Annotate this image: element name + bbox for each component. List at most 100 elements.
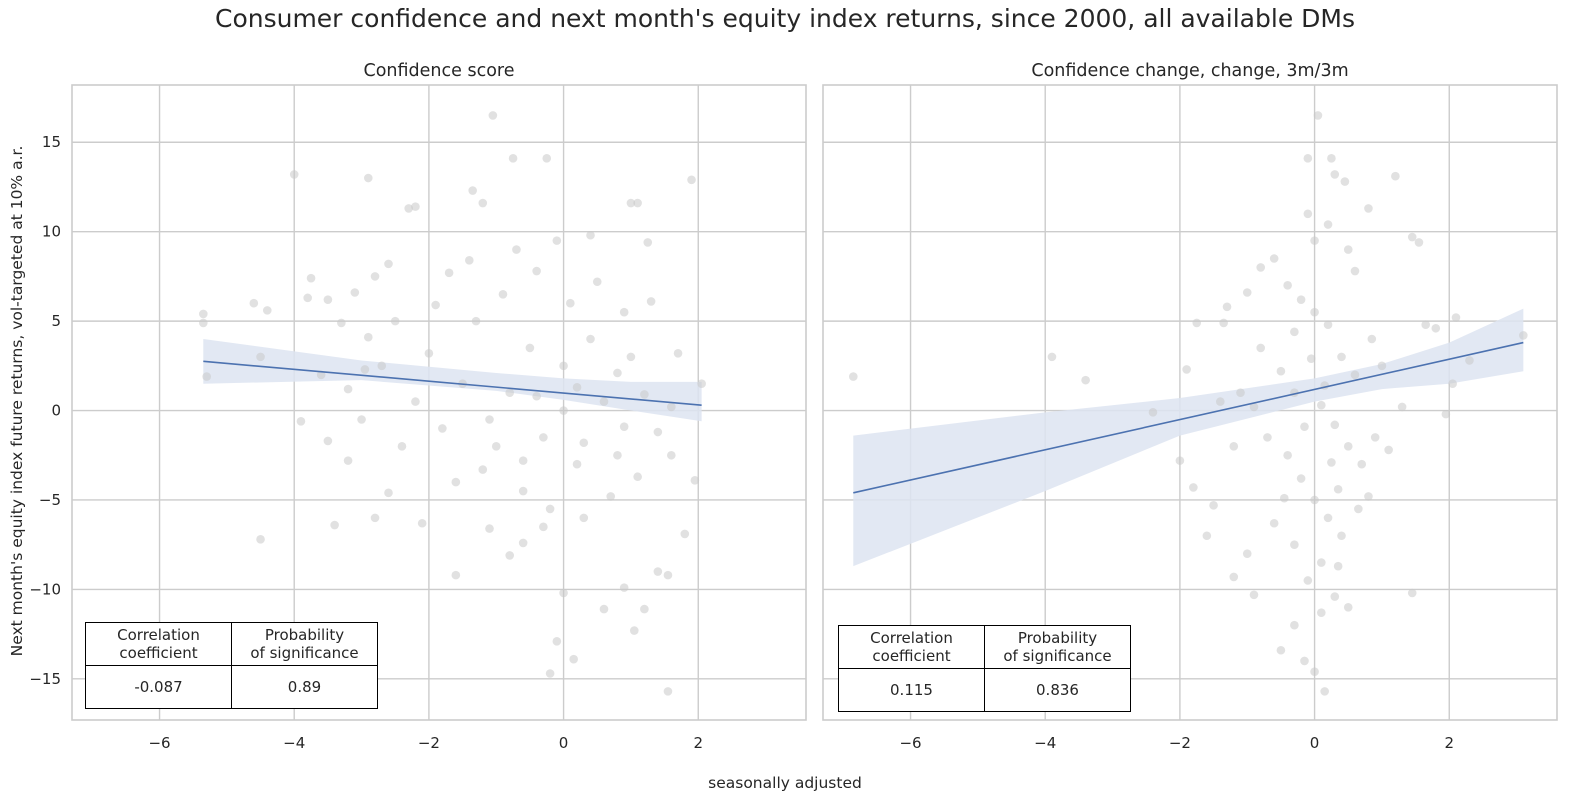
- scatter-point: [542, 154, 552, 163]
- scatter-point: [438, 424, 447, 433]
- scatter-point: [1300, 656, 1309, 666]
- scatter-point: [643, 238, 653, 247]
- scatter-point: [468, 186, 477, 195]
- scatter-point: [680, 529, 690, 539]
- x-tick-label: −6: [899, 734, 921, 752]
- scatter-point: [613, 450, 622, 460]
- scatter-point: [491, 442, 501, 451]
- scatter-point: [1290, 540, 1299, 550]
- y-tick-label: −5: [39, 491, 61, 509]
- scatter-point: [566, 298, 575, 308]
- x-tick-label: −4: [283, 734, 305, 752]
- scatter-point: [559, 361, 568, 371]
- stats-value-correlation: -0.087: [85, 665, 232, 709]
- scatter-point: [1296, 474, 1306, 483]
- scatter-point: [572, 382, 582, 392]
- scatter-point: [586, 230, 595, 240]
- scatter-point: [599, 397, 609, 406]
- scatter-point: [1330, 592, 1340, 601]
- x-tick-label: −4: [1034, 734, 1056, 752]
- scatter-point: [1333, 484, 1343, 494]
- scatter-point: [1340, 177, 1350, 186]
- regression-line: [853, 341, 1524, 494]
- scatter-point: [1047, 352, 1057, 362]
- scatter-point: [1081, 375, 1090, 385]
- scatter-point: [256, 352, 265, 362]
- scatter-point: [505, 388, 515, 397]
- scatter-point: [451, 570, 461, 580]
- scatter-point: [1202, 531, 1212, 541]
- stats-header-probability: Probability of significance: [984, 625, 1131, 669]
- scatter-point: [478, 198, 488, 208]
- scatter-point: [471, 316, 481, 326]
- x-tick-label: −6: [148, 734, 170, 752]
- scatter-point: [539, 433, 548, 442]
- scatter-point: [629, 626, 639, 635]
- scatter-point: [619, 422, 629, 431]
- stats-value-probability: 0.836: [984, 668, 1131, 712]
- confidence-band: [853, 308, 1524, 567]
- scatter-point: [1367, 334, 1377, 344]
- scatter-point: [1391, 171, 1400, 181]
- scatter-point: [289, 170, 299, 179]
- scatter-point: [1317, 558, 1326, 567]
- scatter-point: [323, 436, 333, 446]
- scatter-point: [199, 309, 208, 319]
- scatter-point: [690, 476, 700, 485]
- scatter-point: [1323, 320, 1333, 329]
- scatter-point: [592, 277, 602, 287]
- confidence-band: [203, 339, 702, 422]
- scatter-point: [417, 518, 427, 528]
- scatter-point: [1414, 238, 1424, 247]
- scatter-point: [1310, 307, 1319, 317]
- scatter-point: [370, 272, 380, 281]
- scatter-point: [337, 318, 346, 328]
- scatter-point: [505, 551, 515, 560]
- scatter-point: [1192, 318, 1202, 328]
- x-tick-label: 2: [1444, 734, 1454, 752]
- scatter-point: [559, 588, 568, 598]
- scatter-point: [1296, 295, 1306, 304]
- scatter-point: [667, 450, 676, 460]
- scatter-point: [384, 488, 393, 498]
- scatter-point: [431, 300, 440, 310]
- scatter-point: [559, 406, 568, 415]
- stats-header-correlation: Correlation coefficient: [85, 622, 232, 666]
- scatter-point: [1229, 572, 1239, 582]
- scatter-point: [451, 477, 461, 487]
- scatter-point: [640, 604, 649, 614]
- scatter-point: [1310, 667, 1319, 677]
- scatter-point: [633, 472, 642, 482]
- scatter-point: [411, 202, 420, 211]
- x-axis-label: seasonally adjusted: [708, 774, 862, 792]
- scatter-point: [512, 245, 521, 254]
- scatter-point: [619, 307, 629, 317]
- scatter-point: [1431, 323, 1441, 333]
- scatter-point: [424, 349, 434, 358]
- scatter-point: [579, 438, 589, 448]
- y-tick-label: −10: [29, 580, 61, 598]
- scatter-point: [249, 298, 259, 308]
- figure-title: Consumer confidence and next month's equ…: [214, 4, 1355, 33]
- scatter-point: [569, 654, 578, 664]
- scatter-point: [552, 236, 562, 245]
- scatter-point: [663, 570, 673, 580]
- scatter-point: [306, 273, 316, 283]
- scatter-point: [485, 524, 494, 533]
- scatter-point: [1343, 245, 1353, 254]
- scatter-point: [579, 513, 589, 523]
- scatter-point: [1327, 458, 1336, 467]
- scatter-point: [323, 295, 333, 304]
- scatter-point: [1303, 154, 1313, 163]
- scatter-point: [1219, 318, 1228, 328]
- y-tick-label: 15: [42, 133, 61, 151]
- x-tick-label: −2: [418, 734, 440, 752]
- regression-line: [203, 360, 702, 406]
- scatter-point: [673, 349, 683, 358]
- scatter-point: [404, 204, 413, 213]
- scatter-point: [653, 427, 663, 437]
- scatter-point: [357, 415, 366, 424]
- scatter-point: [1182, 365, 1191, 374]
- scatter-point: [1303, 209, 1313, 219]
